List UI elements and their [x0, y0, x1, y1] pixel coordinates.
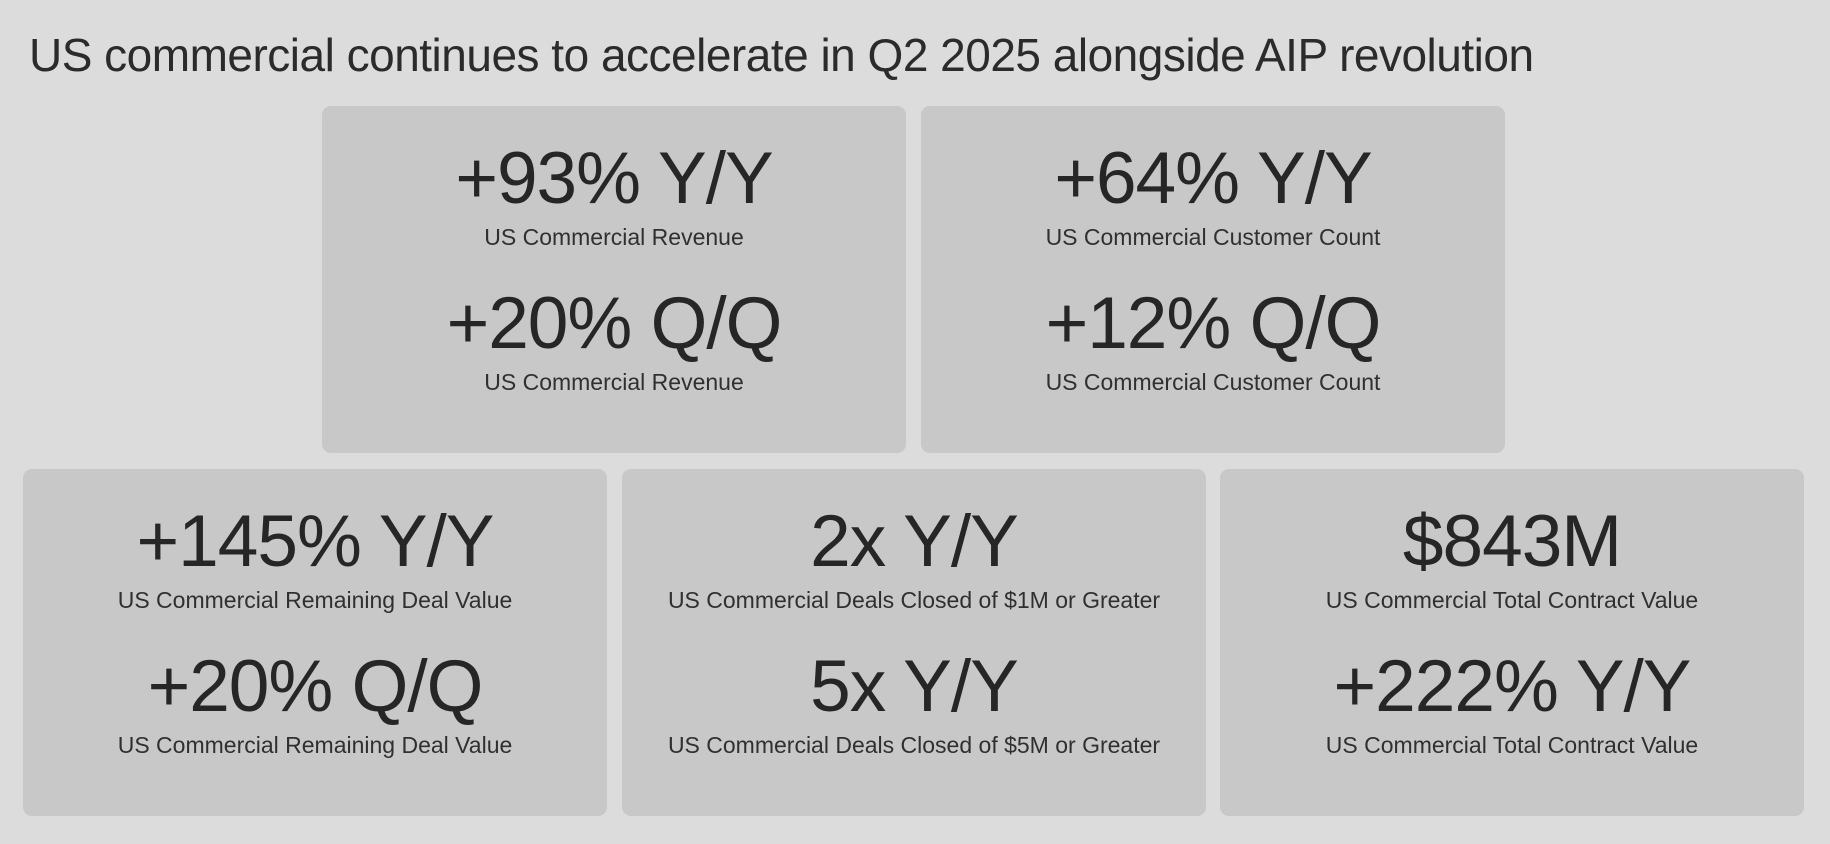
metric-tcv-yoy: +222% Y/Y US Commercial Total Contract V… [1220, 647, 1804, 759]
card-us-commercial-deals-closed: 2x Y/Y US Commercial Deals Closed of $1M… [622, 469, 1206, 816]
metric-tcv-amount: $843M US Commercial Total Contract Value [1220, 502, 1804, 614]
metric-value: 2x Y/Y [810, 501, 1019, 582]
card-us-commercial-total-contract-value: $843M US Commercial Total Contract Value… [1220, 469, 1804, 816]
metric-value: +12% Q/Q [1045, 283, 1382, 364]
metric-revenue-qoq: +20% Q/Q US Commercial Revenue [322, 284, 906, 396]
metric-value: +145% Y/Y [136, 501, 495, 582]
metric-value: $843M [1402, 501, 1622, 582]
slide-title: US commercial continues to accelerate in… [29, 29, 1534, 81]
metric-label: US Commercial Customer Count [1045, 224, 1381, 250]
metric-label: US Commercial Remaining Deal Value [117, 732, 513, 758]
metric-label: US Commercial Total Contract Value [1325, 732, 1699, 758]
metric-label: US Commercial Remaining Deal Value [117, 587, 513, 613]
metric-revenue-yoy: +93% Y/Y US Commercial Revenue [322, 139, 906, 251]
metric-label: US Commercial Deals Closed of $1M or Gre… [667, 587, 1161, 613]
metric-customer-count-qoq: +12% Q/Q US Commercial Customer Count [921, 284, 1505, 396]
card-us-commercial-customer-count: +64% Y/Y US Commercial Customer Count +1… [921, 106, 1505, 453]
metric-customer-count-yoy: +64% Y/Y US Commercial Customer Count [921, 139, 1505, 251]
metric-label: US Commercial Deals Closed of $5M or Gre… [667, 732, 1161, 758]
metric-label: US Commercial Revenue [484, 369, 744, 395]
metric-value: +93% Y/Y [455, 138, 773, 219]
metric-value: +20% Q/Q [446, 283, 783, 364]
metric-deals-1m: 2x Y/Y US Commercial Deals Closed of $1M… [622, 502, 1206, 614]
metric-value: 5x Y/Y [810, 646, 1019, 727]
metric-value: +20% Q/Q [147, 646, 484, 727]
metric-value: +64% Y/Y [1054, 138, 1372, 219]
metric-rdv-yoy: +145% Y/Y US Commercial Remaining Deal V… [23, 502, 607, 614]
metric-deals-5m: 5x Y/Y US Commercial Deals Closed of $5M… [622, 647, 1206, 759]
card-us-commercial-revenue: +93% Y/Y US Commercial Revenue +20% Q/Q … [322, 106, 906, 453]
metric-value: +222% Y/Y [1333, 646, 1692, 727]
metric-rdv-qoq: +20% Q/Q US Commercial Remaining Deal Va… [23, 647, 607, 759]
metric-label: US Commercial Total Contract Value [1325, 587, 1699, 613]
metric-label: US Commercial Revenue [484, 224, 744, 250]
card-us-commercial-remaining-deal-value: +145% Y/Y US Commercial Remaining Deal V… [23, 469, 607, 816]
metric-label: US Commercial Customer Count [1045, 369, 1381, 395]
